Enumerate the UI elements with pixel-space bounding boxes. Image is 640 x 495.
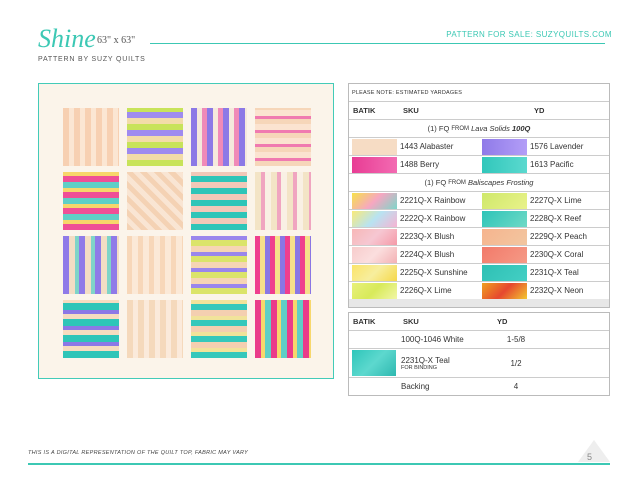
print-swatch	[482, 282, 527, 299]
print-swatch	[482, 228, 527, 245]
quilt-illustration	[38, 83, 334, 379]
fabric-row: 2225Q-X Sunshine 2231Q-X Teal	[349, 264, 609, 282]
quilt-block	[255, 108, 311, 166]
quilt-block	[255, 300, 311, 358]
yardage-row: Backing 4	[401, 382, 519, 391]
spacer-row	[349, 299, 609, 307]
table-header-row: BATIK SKU YD	[349, 102, 609, 120]
footer-divider	[28, 463, 610, 465]
col-yd: YD	[497, 317, 508, 326]
quilt-block	[127, 236, 183, 294]
pattern-for-sale-link[interactable]: PATTERN FOR SALE: SUZYQUILTS.COM	[446, 30, 612, 39]
quilt-block	[191, 300, 247, 358]
print-swatch	[482, 210, 527, 227]
pacific-swatch	[482, 156, 527, 173]
quilt-block	[63, 108, 119, 166]
print-swatch	[482, 264, 527, 281]
berry-swatch	[352, 156, 397, 173]
col-batik: BATIK	[353, 106, 376, 115]
fabric-row: 2223Q-X Blush 2229Q-X Peach	[349, 228, 609, 246]
pattern-title: Shine	[38, 24, 96, 53]
section-solids: (1) FQ FROM Lava Solids 100Q	[349, 120, 609, 138]
yardage-table: BATIK SKU YD 100Q-1046 White 1-5/8 2231Q…	[348, 312, 610, 396]
print-swatch	[352, 192, 397, 209]
col-sku: SKU	[403, 317, 419, 326]
print-swatch	[482, 246, 527, 263]
fabric-row: 1443 Alabaster 1576 Lavender	[349, 138, 609, 156]
header-divider	[150, 43, 605, 44]
estimate-note: PLEASE NOTE: ESTIMATED YARDAGES	[352, 89, 463, 96]
fabric-row: 2224Q-X Blush 2230Q-X Coral	[349, 246, 609, 264]
fabric-row: 1488 Berry 1613 Pacific	[349, 156, 609, 174]
quilt-block	[255, 236, 311, 294]
quilt-block	[191, 236, 247, 294]
yardage-row: 2231Q-X Teal FOR BINDING 1/2	[349, 349, 609, 378]
col-batik: BATIK	[353, 317, 376, 326]
pattern-byline: PATTERN BY SUZY QUILTS	[38, 56, 146, 63]
fabric-row: 2226Q-X Lime 2232Q-X Neon	[349, 282, 609, 299]
print-swatch	[482, 192, 527, 209]
yardage-row: 100Q-1046 White 1-5/8	[349, 331, 609, 349]
lavender-swatch	[482, 138, 527, 155]
section-prints: (1) FQ FROM Baliscapes Frosting	[349, 174, 609, 192]
print-swatch	[352, 210, 397, 227]
yardage-header-row: BATIK SKU YD	[349, 313, 609, 331]
quilt-size: 63" x 63"	[97, 35, 136, 46]
quilt-block	[127, 172, 183, 230]
print-swatch	[352, 264, 397, 281]
quilt-block	[127, 300, 183, 358]
print-swatch	[352, 228, 397, 245]
alabaster-swatch	[352, 138, 397, 155]
estimate-note-row: PLEASE NOTE: ESTIMATED YARDAGES	[349, 84, 609, 102]
col-yd: YD	[534, 106, 545, 115]
print-swatch	[352, 282, 397, 299]
print-swatch	[352, 246, 397, 263]
quilt-block	[127, 108, 183, 166]
fabric-row: 2221Q-X Rainbow 2227Q-X Lime	[349, 192, 609, 210]
fabric-row: 2222Q-X Rainbow 2228Q-X Reef	[349, 210, 609, 228]
quilt-block	[255, 172, 311, 230]
teal-swatch	[352, 350, 396, 376]
quilt-block	[63, 172, 119, 230]
col-sku: SKU	[403, 106, 419, 115]
footer-note: THIS IS A DIGITAL REPRESENTATION OF THE …	[28, 450, 249, 456]
quilt-block	[191, 108, 247, 166]
quilt-block	[63, 300, 119, 358]
page-number: 5	[587, 452, 593, 462]
fabric-table: PLEASE NOTE: ESTIMATED YARDAGES BATIK SK…	[348, 83, 610, 308]
quilt-block	[191, 172, 247, 230]
page-corner-triangle	[578, 440, 610, 462]
quilt-block	[63, 236, 119, 294]
